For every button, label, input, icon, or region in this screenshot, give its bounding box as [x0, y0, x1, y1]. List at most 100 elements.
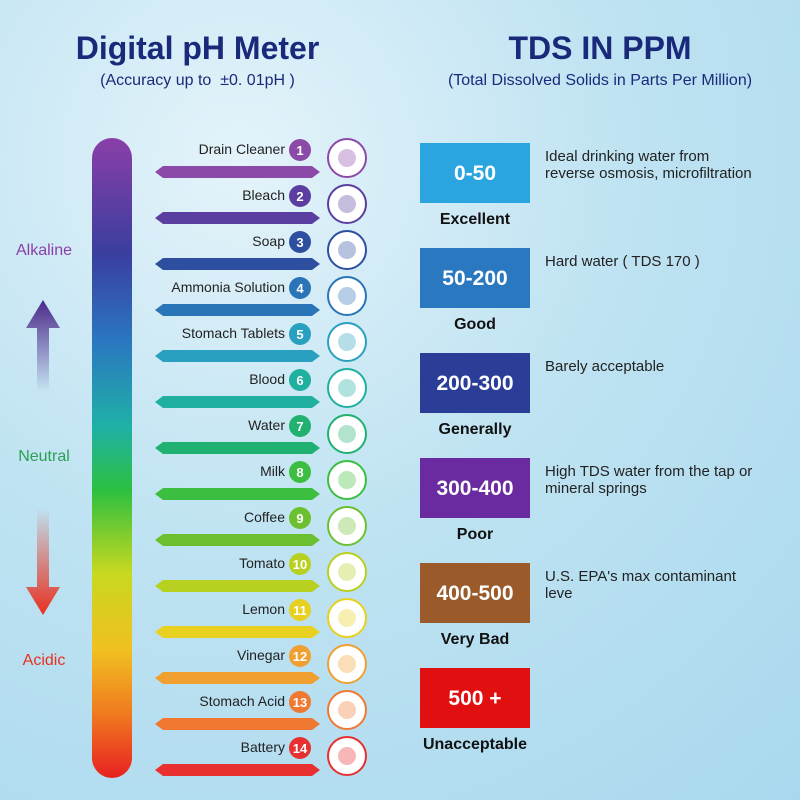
item-number: 9 — [296, 511, 303, 526]
pointer-arrow — [155, 304, 320, 316]
item-icon — [327, 644, 367, 684]
range-box — [420, 143, 530, 203]
item-icon — [327, 322, 367, 362]
item-icon-inner — [338, 195, 356, 213]
item-number: 6 — [296, 373, 303, 388]
item-label: Battery — [240, 739, 285, 755]
pointer-arrow — [155, 580, 320, 592]
item-number: 14 — [293, 741, 308, 756]
down-arrow — [26, 508, 60, 615]
item-label: Vinegar — [236, 647, 285, 663]
rating: Very Bad — [440, 631, 510, 648]
pointer-arrow — [155, 350, 320, 362]
item-label: Drain Cleaner — [198, 141, 285, 157]
item-label: Milk — [260, 463, 285, 479]
item-label: Lemon — [242, 601, 285, 617]
item-number: 4 — [296, 281, 304, 296]
item-icon — [327, 506, 367, 546]
item-icon — [327, 736, 367, 776]
rating: Unacceptable — [422, 736, 528, 753]
number-badge — [289, 691, 311, 713]
item-number: 13 — [293, 695, 307, 710]
range-box — [420, 353, 530, 413]
pointer-arrow — [155, 626, 320, 638]
number-badge — [289, 415, 311, 437]
description: Barely acceptable — [545, 358, 665, 375]
item-label: Stomach Acid — [199, 693, 285, 709]
number-badge — [289, 599, 311, 621]
range-box — [420, 458, 530, 518]
item-icon — [327, 276, 367, 316]
number-badge — [289, 461, 311, 483]
number-badge — [289, 507, 311, 529]
ph-subtitle: (Accuracy up to ±0. 01pH ) — [100, 72, 295, 89]
number-badge — [289, 277, 311, 299]
pointer-arrow — [155, 442, 320, 454]
number-badge — [289, 553, 311, 575]
side-label: Acidic — [22, 652, 66, 669]
pointer-arrow — [155, 488, 320, 500]
item-number: 8 — [296, 465, 303, 480]
rating: Poor — [456, 526, 494, 543]
item-label: Stomach Tablets — [181, 325, 285, 341]
item-icon — [327, 460, 367, 500]
pointer-arrow — [155, 672, 320, 684]
item-icon-inner — [338, 333, 356, 351]
item-icon — [327, 552, 367, 592]
rating: Good — [454, 316, 496, 333]
item-number: 12 — [293, 649, 307, 664]
pointer-arrow — [155, 212, 320, 224]
item-number: 2 — [296, 189, 303, 204]
number-badge — [289, 231, 311, 253]
number-badge — [289, 645, 311, 667]
range-label: 200-300 — [436, 372, 514, 395]
item-label: Coffee — [244, 509, 285, 525]
ph-scale-bar — [92, 138, 132, 778]
range-box — [420, 248, 530, 308]
side-label: Neutral — [18, 448, 70, 465]
description: High TDS water from the tap or mineral s… — [545, 463, 753, 497]
pointer-arrow — [155, 166, 320, 178]
item-number: 11 — [293, 603, 307, 618]
item-label: Soap — [252, 233, 285, 249]
item-label: Tomato — [239, 555, 285, 571]
pointer-arrow — [155, 718, 320, 730]
range-label: 0-50 — [453, 162, 497, 185]
item-icon-inner — [338, 471, 356, 489]
number-badge — [289, 737, 311, 759]
item-number: 7 — [296, 419, 303, 434]
number-badge — [289, 139, 311, 161]
item-icon — [327, 690, 367, 730]
description: Hard water ( TDS 170 ) — [545, 253, 700, 270]
item-label: Ammonia Solution — [171, 279, 285, 295]
pointer-arrow — [155, 764, 320, 776]
item-number: 3 — [296, 235, 303, 250]
rating: Generally — [438, 421, 512, 438]
item-number: 5 — [296, 327, 303, 342]
item-icon — [327, 368, 367, 408]
item-icon — [327, 598, 367, 638]
item-icon-inner — [338, 655, 356, 673]
item-icon — [327, 414, 367, 454]
range-label: 500 + — [448, 687, 502, 710]
rating: Excellent — [439, 211, 511, 228]
item-icon — [327, 184, 367, 224]
number-badge — [289, 185, 311, 207]
item-icon-inner — [338, 287, 356, 305]
description: Ideal drinking water from reverse osmosi… — [545, 148, 752, 182]
item-icon-inner — [338, 379, 356, 397]
tds-title: TDS IN PPM — [508, 30, 692, 66]
range-label: 50-200 — [442, 267, 508, 290]
ph-title: Digital pH Meter — [75, 30, 320, 66]
item-label: Water — [248, 417, 285, 433]
item-icon-inner — [338, 609, 356, 627]
pointer-arrow — [155, 534, 320, 546]
number-badge — [289, 369, 311, 391]
item-icon — [327, 230, 367, 270]
pointer-arrow — [155, 258, 320, 270]
range-box — [420, 563, 530, 623]
tds-subtitle: (Total Dissolved Solids in Parts Per Mil… — [447, 72, 753, 89]
item-icon-inner — [338, 517, 356, 535]
item-icon-inner — [338, 747, 356, 765]
